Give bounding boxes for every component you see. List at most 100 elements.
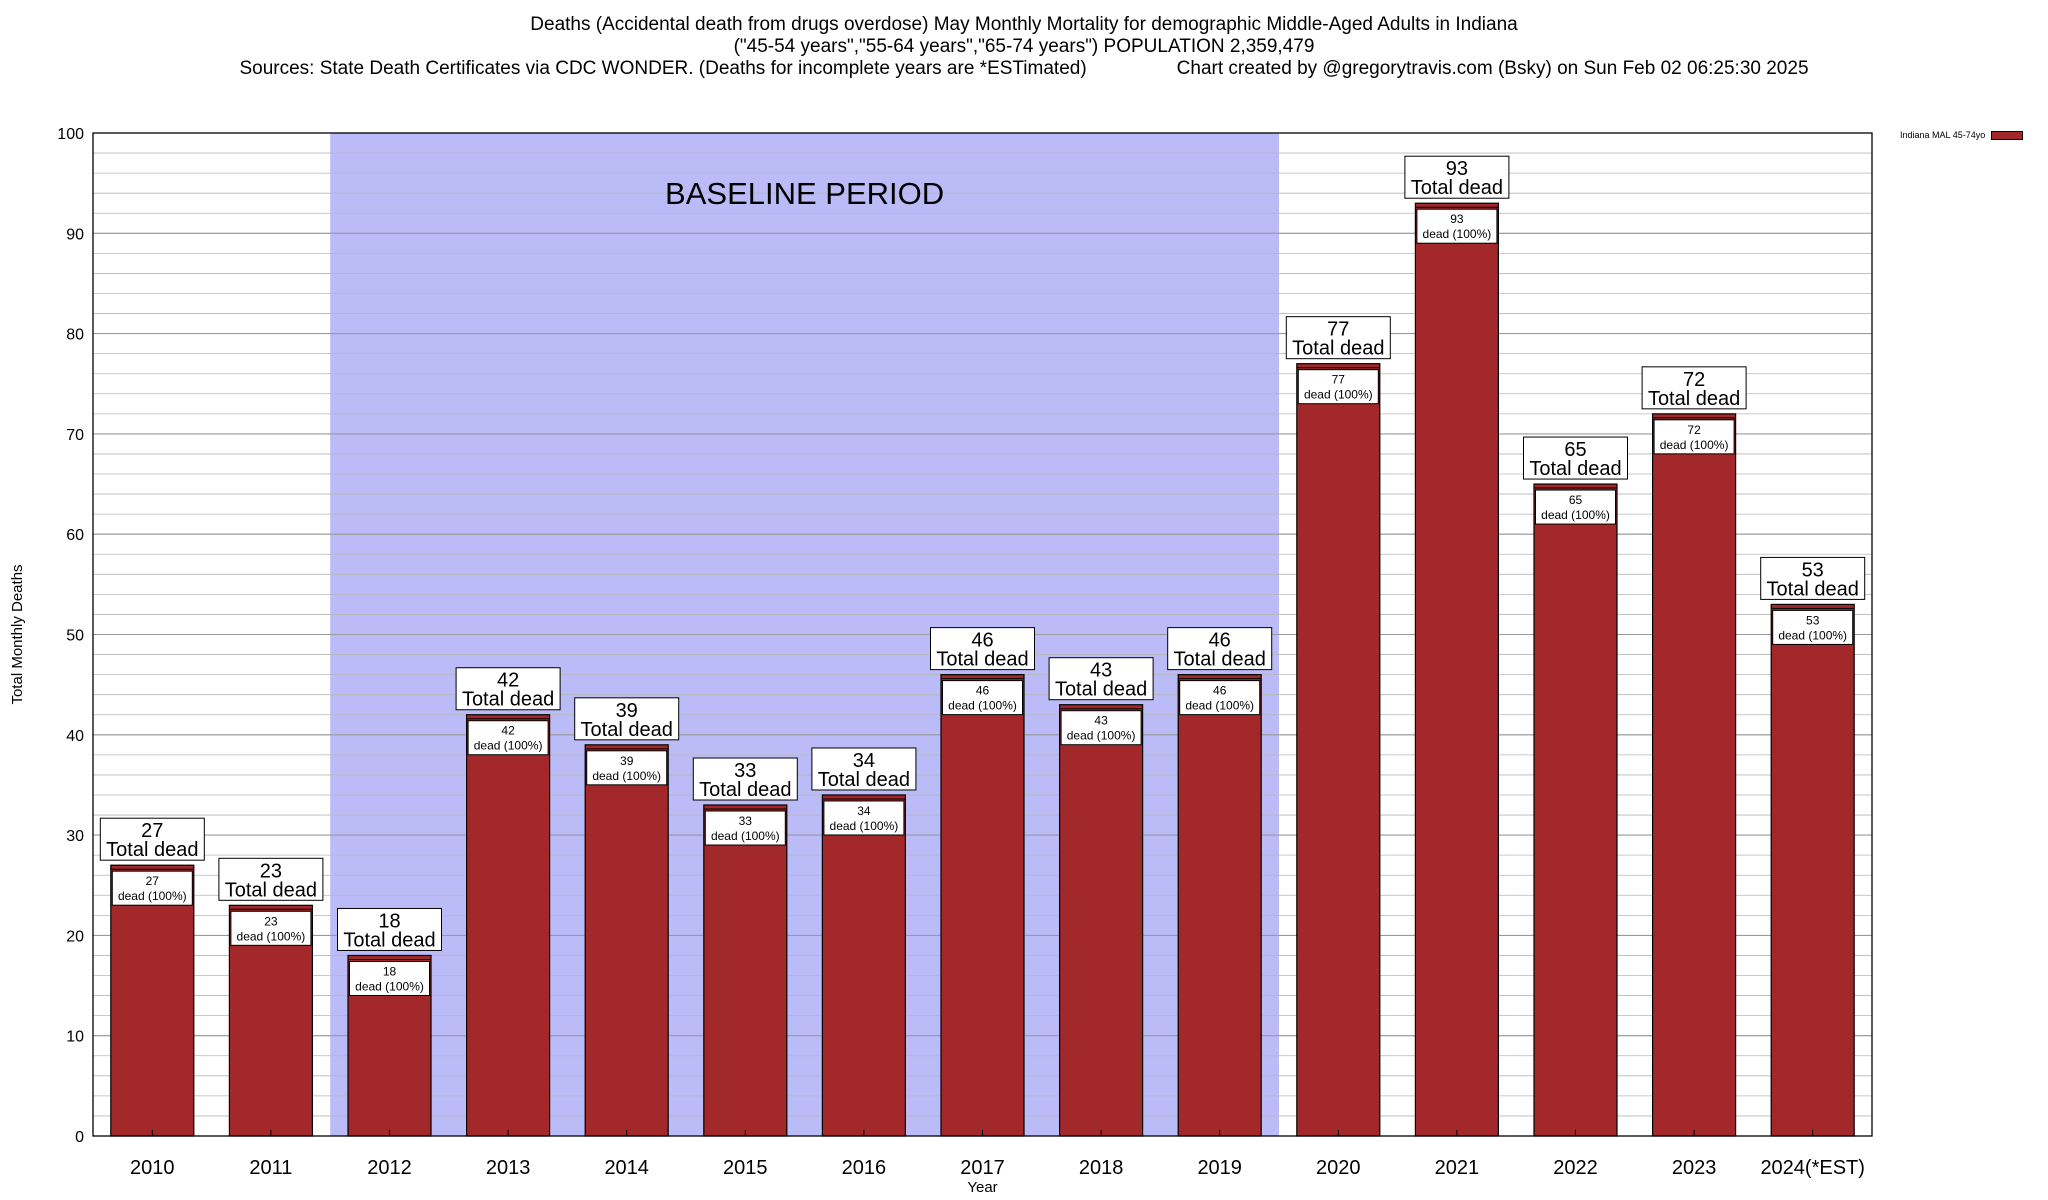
- chart-header: Deaths (Accidental death from drugs over…: [0, 14, 2048, 80]
- bar: [821, 794, 907, 1137]
- x-tick-label: 2013: [486, 1157, 531, 1179]
- top-label-box: [930, 627, 1035, 671]
- inner-label-box: [1179, 680, 1261, 716]
- top-total-label: Total dead: [462, 689, 554, 711]
- bar: [110, 864, 195, 1137]
- top-value-label: 46: [971, 630, 993, 652]
- top-label-box: [811, 747, 917, 791]
- inner-value-label: 65: [1569, 493, 1583, 507]
- top-label-box: [1285, 316, 1391, 360]
- inner-percent-label: dead (100%): [948, 699, 1017, 713]
- top-value-label: 23: [260, 860, 282, 882]
- x-tick-label: 2022: [1553, 1157, 1598, 1179]
- inner-percent-label: dead (100%): [830, 819, 899, 833]
- inner-value-label: 53: [1806, 613, 1820, 627]
- inner-label-box: [230, 910, 312, 946]
- inner-percent-label: dead (100%): [118, 889, 187, 903]
- top-value-label: 43: [1090, 660, 1112, 682]
- y-tick-label: 100: [57, 126, 84, 143]
- inner-value-label: 34: [857, 804, 871, 818]
- top-total-label: Total dead: [1174, 649, 1266, 671]
- baseline-period-label: BASELINE PERIOD: [665, 176, 944, 211]
- top-total-label: Total dead: [1055, 679, 1147, 701]
- x-tick-label: 2024(*EST): [1760, 1157, 1865, 1179]
- inner-label-box: [586, 750, 668, 786]
- inner-value-label: 33: [739, 814, 753, 828]
- top-label-box: [218, 857, 324, 901]
- inner-label-box: [704, 810, 786, 846]
- top-value-label: 42: [497, 670, 519, 692]
- x-tick-label: 2020: [1316, 1157, 1361, 1179]
- top-label-box: [1048, 657, 1154, 701]
- inner-label-box: [1297, 369, 1379, 405]
- top-label-box: [1760, 556, 1866, 600]
- bar: [466, 714, 551, 1137]
- inner-label-box: [942, 680, 1023, 716]
- x-tick-label: 2014: [604, 1157, 649, 1179]
- inner-percent-label: dead (100%): [1423, 227, 1492, 241]
- bar: [703, 804, 788, 1137]
- top-total-label: Total dead: [1767, 578, 1859, 600]
- inner-percent-label: dead (100%): [1067, 729, 1136, 743]
- top-value-label: 34: [853, 750, 875, 772]
- x-tick-label: 2011: [249, 1157, 292, 1179]
- top-total-label: Total dead: [818, 769, 910, 791]
- top-value-label: 39: [616, 700, 638, 722]
- top-total-label: Total dead: [106, 839, 198, 861]
- top-value-label: 93: [1446, 158, 1468, 180]
- x-tick-label: 2015: [723, 1157, 768, 1179]
- top-value-label: 33: [734, 760, 756, 782]
- y-tick-label: 50: [66, 628, 84, 645]
- inner-value-label: 43: [1094, 714, 1108, 728]
- y-tick-label: 90: [66, 226, 84, 243]
- top-label-box: [455, 667, 561, 711]
- top-value-label: 46: [1209, 630, 1231, 652]
- top-value-label: 77: [1327, 319, 1349, 341]
- inner-value-label: 39: [620, 754, 634, 768]
- chart-source-line: Sources: State Death Certificates via CD…: [0, 58, 2048, 80]
- bar: [584, 744, 669, 1137]
- inner-percent-label: dead (100%): [592, 769, 661, 783]
- legend: Indiana MAL 45-74yo: [1900, 130, 2024, 140]
- top-label-box: [1404, 155, 1510, 199]
- bar: [1651, 413, 1737, 1137]
- inner-label-box: [1653, 419, 1735, 455]
- bar: [1058, 704, 1144, 1137]
- y-tick-label: 40: [66, 728, 84, 745]
- top-value-label: 18: [378, 910, 400, 932]
- y-tick-label: 10: [66, 1029, 84, 1046]
- x-tick-label: 2010: [130, 1157, 175, 1179]
- inner-percent-label: dead (100%): [237, 929, 306, 943]
- y-tick-label: 20: [66, 928, 84, 945]
- inner-label-box: [111, 870, 193, 906]
- bar: [1177, 674, 1262, 1137]
- inner-value-label: 23: [264, 914, 278, 928]
- inner-label-box: [467, 720, 549, 756]
- inner-label-box: [823, 800, 905, 836]
- top-value-label: 65: [1564, 439, 1586, 461]
- inner-value-label: 46: [1213, 684, 1227, 698]
- credit-text: Chart created by @gregorytravis.com (Bsk…: [1176, 58, 1809, 79]
- x-tick-label: 2021: [1435, 1157, 1480, 1179]
- top-total-label: Total dead: [699, 779, 791, 801]
- top-label-box: [1523, 436, 1628, 480]
- legend-swatch: [1991, 130, 2024, 140]
- bar: [940, 674, 1025, 1137]
- x-tick-label: 2017: [960, 1157, 1005, 1179]
- sources-text: Sources: State Death Certificates via CD…: [239, 58, 1087, 79]
- top-label-box: [1641, 366, 1747, 410]
- top-total-label: Total dead: [1411, 177, 1503, 199]
- bar: [1296, 363, 1381, 1137]
- top-label-box: [574, 697, 680, 741]
- x-tick-label: 2018: [1079, 1157, 1124, 1179]
- bar: [1414, 202, 1500, 1137]
- inner-label-box: [349, 960, 430, 996]
- inner-percent-label: dead (100%): [1778, 628, 1847, 642]
- top-total-label: Total dead: [581, 719, 673, 741]
- chart-subtitle: ("45-54 years","55-64 years","65-74 year…: [733, 36, 1315, 57]
- top-label-box: [1167, 627, 1273, 671]
- inner-value-label: 93: [1450, 212, 1464, 226]
- inner-percent-label: dead (100%): [1185, 699, 1254, 713]
- chart-title: Deaths (Accidental death from drugs over…: [530, 14, 1518, 35]
- inner-percent-label: dead (100%): [355, 979, 424, 993]
